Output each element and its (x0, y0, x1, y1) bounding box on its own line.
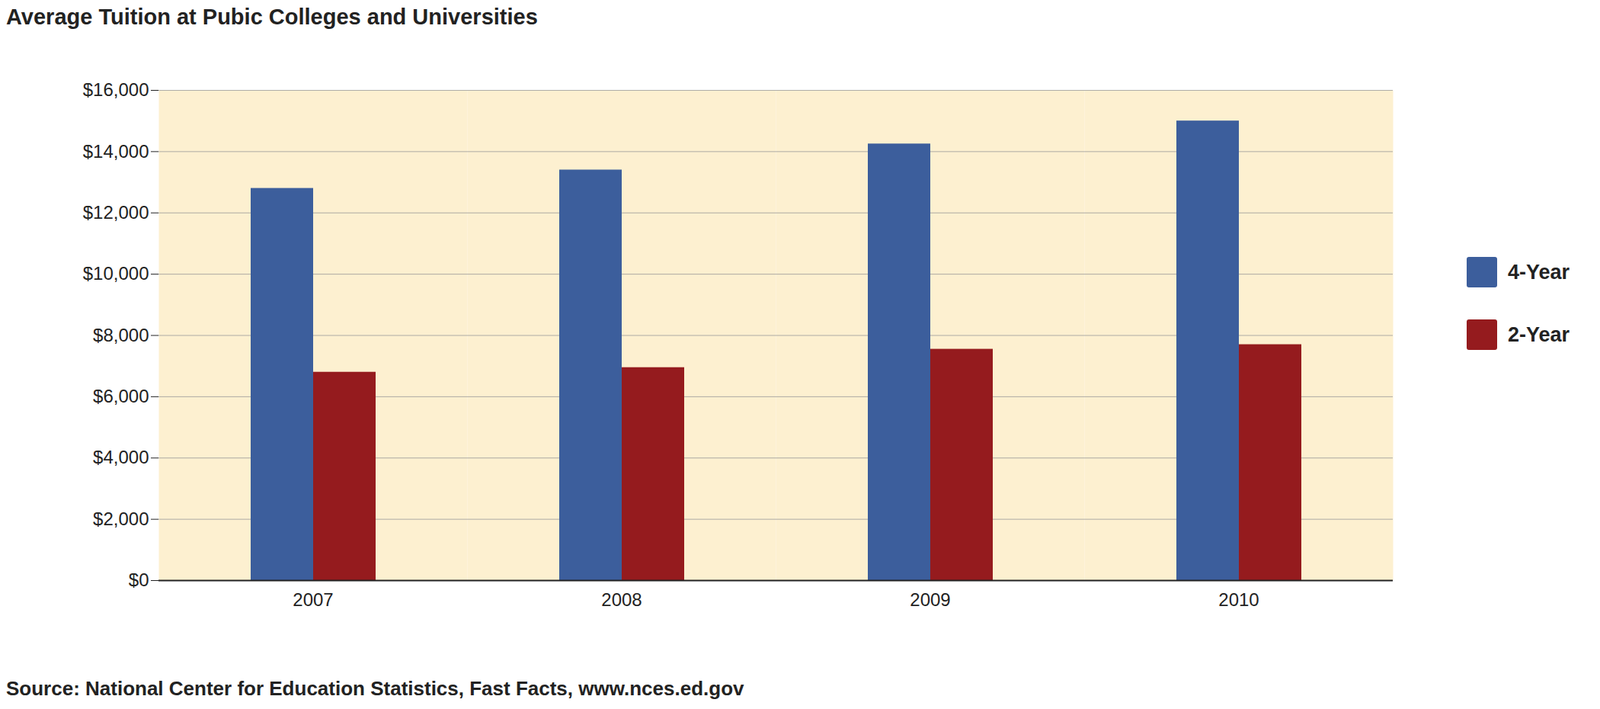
svg-text:$0: $0 (128, 569, 150, 590)
svg-text:$12,000: $12,000 (83, 201, 150, 223)
svg-text:$16,000: $16,000 (83, 79, 150, 100)
svg-text:2009: 2009 (909, 588, 951, 610)
svg-text:$14,000: $14,000 (83, 140, 150, 162)
svg-text:$4,000: $4,000 (92, 446, 149, 468)
html-text:4-Year: 4-Year (1507, 260, 1570, 284)
svg-text:$6,000: $6,000 (92, 385, 149, 407)
svg-text:$2,000: $2,000 (92, 508, 149, 529)
svg-text:$10,000: $10,000 (83, 262, 150, 284)
svg-text:2007: 2007 (292, 588, 333, 610)
svg-text:$8,000: $8,000 (92, 324, 149, 346)
html-text:2-Year: 2-Year (1507, 322, 1570, 346)
svg-text:2008: 2008 (601, 588, 642, 610)
html-text:Source: National Center for Ed: Source: National Center for Education St… (6, 676, 744, 700)
svg-text:2010: 2010 (1218, 588, 1259, 610)
html-text:Average Tuition at Pubic Colle: Average Tuition at Pubic Colleges and Un… (6, 4, 538, 29)
